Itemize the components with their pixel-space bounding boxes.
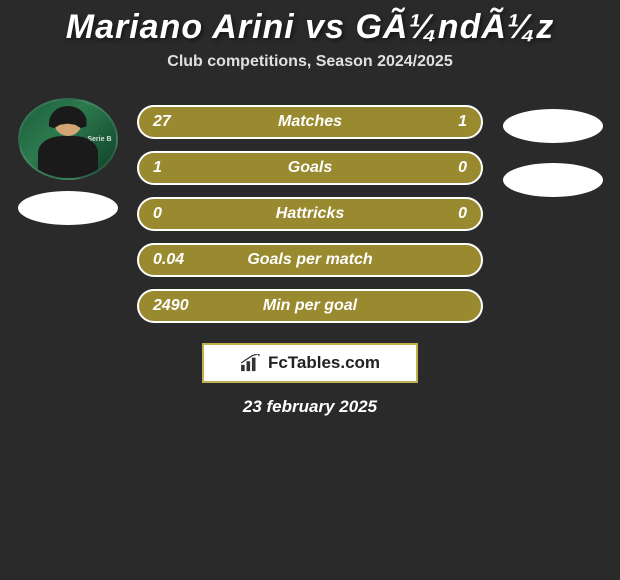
stat-bar-goals-per-match: 0.04 Goals per match [137,243,483,277]
stat-bar-hattricks: 0 Hattricks 0 [137,197,483,231]
player-right-column [495,99,610,197]
fallback-oval-right-2 [503,163,603,197]
stat-bar-min-per-goal: 2490 Min per goal [137,289,483,323]
stat-right-value: 0 [417,205,467,223]
stat-label: Goals per match [247,251,372,269]
stat-right-value: 1 [417,113,467,131]
chart-icon [240,354,262,372]
stat-right-value: 0 [417,159,467,177]
stats-column: 27 Matches 1 1 Goals 0 0 Hattricks 0 0.0… [137,99,483,323]
stat-bar-matches: 27 Matches 1 [137,105,483,139]
logo-text: FcTables.com [268,353,380,373]
stat-left-value: 0 [153,205,203,223]
comparison-card: Mariano Arini vs GÃ¼ndÃ¼z Club competiti… [0,0,620,425]
avatar-left: Serie B [18,99,118,179]
stat-left-value: 0.04 [153,251,203,269]
player-left-column: Serie B [10,99,125,225]
stat-label: Goals [288,159,332,177]
player-photo: Serie B [18,98,118,180]
stat-left-value: 27 [153,113,203,131]
fallback-oval-left [18,191,118,225]
stat-left-value: 1 [153,159,203,177]
site-logo[interactable]: FcTables.com [202,343,418,383]
stat-bar-goals: 1 Goals 0 [137,151,483,185]
stat-label: Min per goal [263,297,357,315]
fallback-oval-right-1 [503,109,603,143]
page-title: Mariano Arini vs GÃ¼ndÃ¼z [10,8,610,47]
stat-label: Hattricks [276,205,344,223]
stat-left-value: 2490 [153,297,203,315]
page-subtitle: Club competitions, Season 2024/2025 [10,53,610,71]
date-label: 23 february 2025 [10,397,610,417]
content-row: Serie B 27 Matches 1 1 Goals 0 0 Hattric… [10,99,610,323]
stat-label: Matches [278,113,342,131]
